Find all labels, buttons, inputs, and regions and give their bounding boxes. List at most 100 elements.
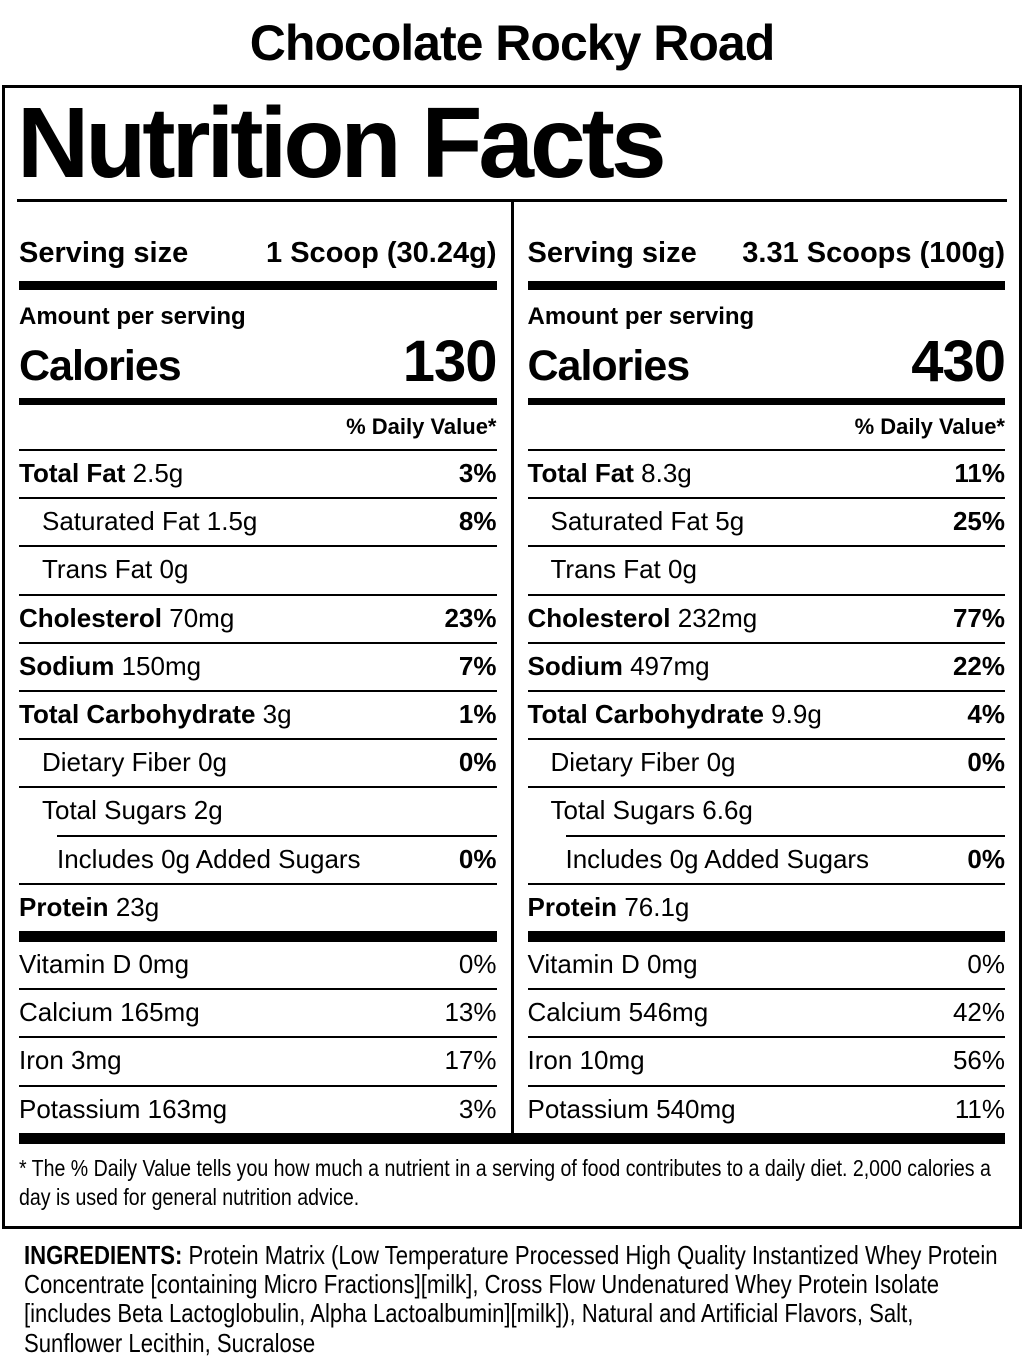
nutrient-dv: 11% bbox=[954, 1093, 1005, 1124]
row-divider bbox=[19, 882, 497, 885]
nutrient-dv: 0% bbox=[967, 948, 1005, 979]
nutrient-name: Sodium bbox=[19, 650, 115, 681]
nutrient-name: Total Carbohydrate bbox=[19, 699, 256, 730]
nutrient-name: Cholesterol bbox=[527, 602, 671, 633]
row-divider bbox=[527, 690, 1005, 693]
nutrient-name-amount: Cholesterol 70mg bbox=[19, 603, 234, 634]
nutrient-name: Total Fat bbox=[527, 458, 634, 489]
row-calcium: Calcium 546mg 42% bbox=[528, 990, 1006, 1036]
nutrient-name: Trans Fat bbox=[550, 554, 661, 585]
nutrient-dv: 7% bbox=[458, 650, 497, 681]
row-divider bbox=[19, 786, 497, 789]
serving-size-label: Serving size bbox=[527, 237, 697, 269]
heavy-bar bbox=[19, 930, 497, 942]
nutrient-amount: 546mg bbox=[628, 997, 709, 1028]
daily-value-header: % Daily Value* bbox=[854, 413, 1005, 439]
footnote-text: * The % Daily Value tells you how much a… bbox=[19, 1154, 991, 1210]
nutrient-name-amount: Potassium 540mg bbox=[528, 1094, 736, 1125]
nutrient-name: Calcium bbox=[19, 997, 113, 1028]
nutrient-name: Vitamin D bbox=[19, 948, 132, 979]
medium-bar bbox=[19, 397, 497, 405]
nutrient-name: Calcium bbox=[527, 997, 622, 1028]
column-per-100g: Serving size 3.31 Scoops (100g) Amount p… bbox=[514, 202, 1020, 1133]
row-cholesterol: Cholesterol 232mg 77% bbox=[528, 596, 1006, 642]
nutrient-name: Cholesterol bbox=[19, 602, 163, 633]
calories-value: 130 bbox=[402, 328, 498, 394]
nutrient-name-amount: Includes 0g Added Sugars bbox=[566, 844, 870, 875]
nutrient-amount: 76.1g bbox=[624, 891, 690, 922]
nutrient-name-amount: Calcium 165mg bbox=[19, 997, 200, 1028]
nutrient-name: Protein bbox=[19, 891, 109, 922]
nutrient-name-amount: Sodium 150mg bbox=[19, 651, 201, 682]
row-divider bbox=[527, 641, 1005, 644]
ingredients-label: INGREDIENTS: bbox=[24, 1240, 183, 1270]
nutrient-amount: 232mg bbox=[677, 602, 758, 633]
calories-row: Calories 130 bbox=[19, 328, 498, 394]
row-divider bbox=[527, 786, 1005, 789]
nutrient-dv: 3% bbox=[458, 1093, 497, 1124]
row-added-sugars: Includes 0g Added Sugars 0% bbox=[528, 837, 1006, 883]
nutrient-name-amount: Vitamin D 0mg bbox=[19, 949, 189, 980]
nutrient-name: Iron bbox=[19, 1045, 64, 1076]
nutrient-amount: 0g bbox=[668, 554, 697, 585]
nutrient-name-amount: Total Sugars 2g bbox=[42, 795, 223, 826]
nutrient-name: Total Sugars bbox=[42, 795, 187, 826]
row-divider bbox=[19, 1084, 497, 1087]
thick-bar bbox=[19, 280, 497, 290]
row-divider bbox=[527, 1084, 1005, 1087]
nutrient-name-amount: Iron 3mg bbox=[19, 1045, 122, 1076]
row-calcium: Calcium 165mg 13% bbox=[19, 990, 497, 1036]
calories-row: Calories 430 bbox=[527, 328, 1006, 394]
ingredients-section: INGREDIENTS: Protein Matrix (Low Tempera… bbox=[24, 1241, 1000, 1358]
row-trans-fat: Trans Fat 0g bbox=[19, 547, 497, 593]
row-divider bbox=[527, 1036, 1005, 1039]
row-cholesterol: Cholesterol 70mg 23% bbox=[19, 596, 497, 642]
nutrient-name-amount: Total Sugars 6.6g bbox=[551, 795, 753, 826]
serving-columns: Serving size 1 Scoop (30.24g) Amount per… bbox=[5, 202, 1019, 1133]
nutrient-amount: 163mg bbox=[147, 1093, 228, 1124]
nutrient-amount: 0mg bbox=[138, 948, 190, 979]
row-iron: Iron 10mg 56% bbox=[528, 1038, 1006, 1084]
nutrient-name: Total Sugars bbox=[550, 795, 696, 826]
medium-bar bbox=[527, 397, 1005, 405]
row-total-sugars: Total Sugars 2g bbox=[19, 788, 497, 834]
column-per-scoop: Serving size 1 Scoop (30.24g) Amount per… bbox=[5, 202, 511, 1133]
nutrient-name-amount: Saturated Fat 5g bbox=[551, 506, 745, 537]
nutrient-amount: 3g bbox=[262, 699, 292, 730]
nutrient-dv: 0% bbox=[458, 747, 497, 778]
row-dietary-fiber: Dietary Fiber 0g 0% bbox=[528, 740, 1006, 786]
nutrient-dv: 17% bbox=[444, 1045, 497, 1076]
row-divider-indented bbox=[57, 834, 497, 837]
nutrient-name: Potassium bbox=[527, 1093, 649, 1124]
nutrient-amount: 9.9g bbox=[771, 699, 822, 730]
row-divider bbox=[19, 545, 497, 548]
row-total-carbohydrate: Total Carbohydrate 3g 1% bbox=[19, 692, 497, 738]
row-saturated-fat: Saturated Fat 5g 25% bbox=[528, 499, 1006, 545]
nutrient-amount: 23g bbox=[115, 891, 160, 922]
nutrient-dv: 4% bbox=[967, 699, 1005, 730]
row-trans-fat: Trans Fat 0g bbox=[528, 547, 1006, 593]
calories-value: 430 bbox=[911, 328, 1006, 394]
row-sodium: Sodium 150mg 7% bbox=[19, 644, 497, 690]
nutrient-amount: 70mg bbox=[169, 602, 235, 633]
row-total-fat: Total Fat 8.3g 11% bbox=[528, 451, 1006, 497]
nutrient-amount: 540mg bbox=[656, 1093, 736, 1124]
nutrient-name: Dietary Fiber bbox=[550, 747, 700, 778]
nutrient-name: Protein bbox=[527, 891, 618, 922]
calories-label: Calories bbox=[527, 341, 691, 390]
row-divider bbox=[19, 690, 497, 693]
nutrient-amount: 497mg bbox=[630, 650, 710, 681]
nutrient-name-amount: Iron 10mg bbox=[528, 1045, 645, 1076]
nutrient-amount: 0mg bbox=[646, 948, 698, 979]
nutrition-facts-heading: Nutrition Facts bbox=[17, 87, 667, 199]
nutrient-name-amount: Protein 76.1g bbox=[528, 892, 690, 923]
nutrient-name-amount: Total Fat 8.3g bbox=[528, 458, 692, 489]
amount-per-serving-label: Amount per serving bbox=[19, 302, 246, 330]
nutrient-name-amount: Total Carbohydrate 9.9g bbox=[528, 699, 822, 730]
nutrient-amount: 2g bbox=[193, 795, 223, 826]
serving-size-label: Serving size bbox=[19, 237, 189, 269]
nutrient-amount: 0g bbox=[706, 747, 736, 778]
row-divider bbox=[527, 593, 1005, 596]
nutrient-name-amount: Dietary Fiber 0g bbox=[42, 747, 227, 778]
nutrition-facts-panel: Nutrition Facts Serving size 1 Scoop (30… bbox=[2, 85, 1022, 1229]
